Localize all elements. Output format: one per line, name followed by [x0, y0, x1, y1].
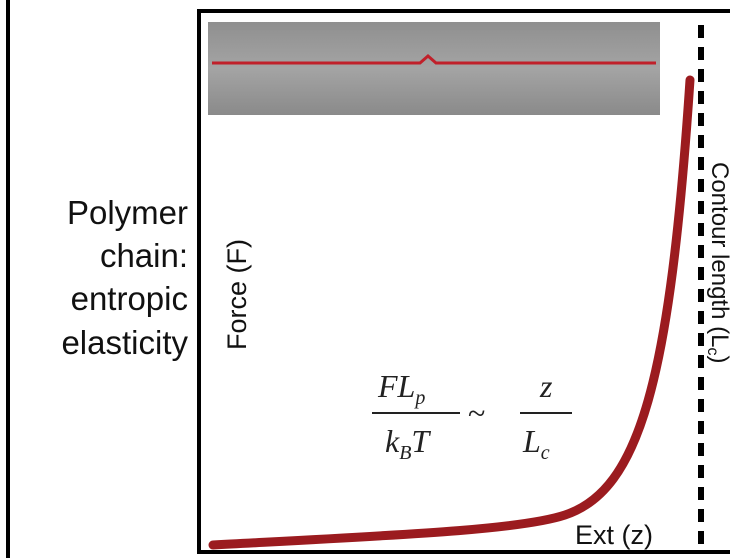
side-label: Polymer chain: entropic elasticity	[61, 194, 188, 361]
x-axis-label: Ext (z)	[575, 520, 653, 550]
formula-text: FL	[377, 368, 415, 404]
formula-sub: p	[413, 387, 425, 409]
side-label-line: elasticity	[61, 324, 188, 361]
formula-text: k	[385, 423, 400, 459]
formula-term: FLp	[377, 368, 425, 409]
formula-text: T	[411, 423, 431, 459]
contour-text: Contour length (L	[706, 162, 730, 347]
contour-sub: c	[704, 347, 721, 355]
y-axis-label: Force (F)	[222, 239, 252, 350]
formula-relation: ~	[468, 395, 485, 431]
formula-term: z	[539, 368, 553, 404]
formula-sub: c	[541, 442, 550, 464]
formula-sub: B	[399, 442, 411, 464]
contour-length-label: Contour length (Lc)	[704, 162, 730, 363]
side-label-line: chain:	[100, 237, 188, 274]
formula-text: L	[522, 423, 541, 459]
force-extension-curve	[213, 80, 690, 545]
formula-term: kBT	[385, 423, 431, 464]
contour-close: )	[706, 355, 730, 363]
formula-term: Lc	[522, 423, 550, 464]
polymer-image	[208, 22, 660, 115]
side-label-line: entropic	[71, 280, 188, 317]
side-label-line: Polymer	[67, 194, 188, 231]
formula: FLp kBT ~ z Lc	[372, 368, 572, 464]
slide: Polymer chain: entropic elasticity Force…	[0, 0, 730, 558]
